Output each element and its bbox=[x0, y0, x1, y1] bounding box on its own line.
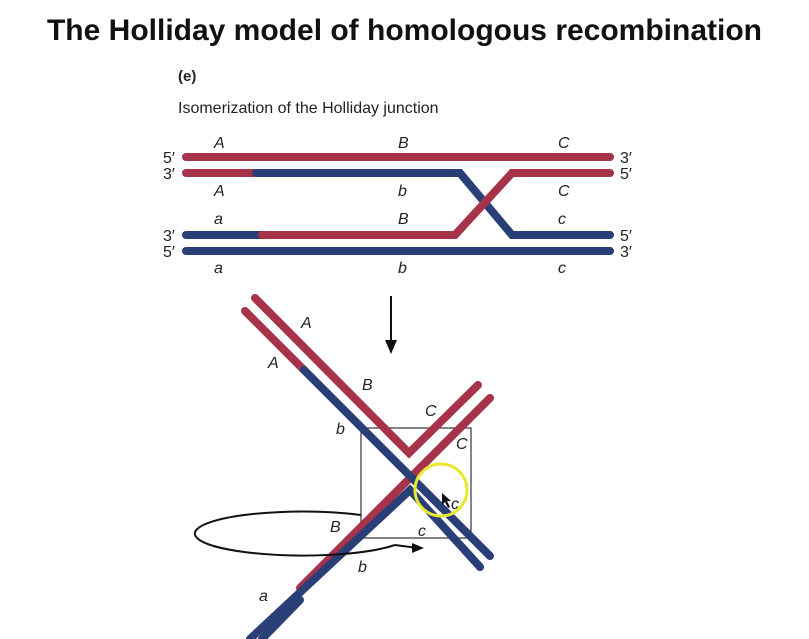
label-B-bottom: B bbox=[330, 519, 341, 536]
bottom-diagram: A A B b C C c B c b a bbox=[193, 294, 494, 639]
label-C-outer: C bbox=[425, 403, 437, 420]
top-diagram: 5′ 3′ 3′ 5′ 3′ 5′ 5′ 3′ A B C A b C a B … bbox=[163, 135, 632, 277]
panel-label: (e) bbox=[178, 68, 196, 85]
page-title: The Holliday model of homologous recombi… bbox=[46, 14, 763, 47]
end-label-left-3: 3′ bbox=[163, 228, 175, 245]
strand-blue-diagonal bbox=[300, 366, 494, 560]
allele-label-c: c bbox=[558, 260, 566, 277]
junction-frame bbox=[360, 427, 472, 539]
allele-label-B: B bbox=[398, 135, 409, 152]
end-label-right-2: 5′ bbox=[620, 166, 632, 183]
highlight-circle bbox=[413, 462, 469, 518]
label-A-lower: A bbox=[267, 355, 279, 372]
end-label-left-2: 3′ bbox=[163, 166, 175, 183]
label-A-upper: A bbox=[300, 315, 312, 332]
strand-red-segment bbox=[241, 307, 308, 374]
end-label-left-4: 5′ bbox=[163, 244, 175, 261]
end-label-right-4: 3′ bbox=[620, 244, 632, 261]
strand-red-v bbox=[251, 294, 482, 459]
allele-label-b: b bbox=[398, 183, 407, 200]
label-a: a bbox=[259, 588, 268, 605]
end-label-left-1: 5′ bbox=[163, 150, 175, 167]
mouse-cursor-icon bbox=[442, 493, 451, 508]
label-c-circle: c bbox=[451, 496, 459, 513]
down-arrow bbox=[385, 296, 397, 354]
rotation-ellipse bbox=[193, 510, 396, 557]
strand-2-blue bbox=[252, 169, 614, 239]
strand-red-diagonal bbox=[296, 394, 494, 592]
label-c-bottom: c bbox=[418, 523, 426, 540]
strand-blue-tail bbox=[258, 596, 304, 639]
diagram-subtitle: Isomerization of the Holliday junction bbox=[178, 100, 439, 117]
allele-label-C: C bbox=[558, 135, 570, 152]
strand-3-red bbox=[258, 169, 614, 239]
allele-label-b: b bbox=[398, 260, 407, 277]
allele-label-C: C bbox=[558, 183, 570, 200]
allele-label-a: a bbox=[214, 260, 223, 277]
label-C-inner: C bbox=[456, 436, 468, 453]
allele-label-a: a bbox=[214, 211, 223, 228]
rotation-arrowhead bbox=[412, 543, 424, 553]
end-label-right-3: 5′ bbox=[620, 228, 632, 245]
allele-label-B: B bbox=[398, 211, 409, 228]
allele-label-c: c bbox=[558, 211, 566, 228]
label-B-top: B bbox=[362, 377, 373, 394]
allele-label-A: A bbox=[213, 183, 225, 200]
end-label-right-1: 3′ bbox=[620, 150, 632, 167]
label-b-bottom: b bbox=[358, 559, 367, 576]
strand-blue-inverted-v bbox=[246, 484, 484, 639]
allele-label-A: A bbox=[213, 135, 225, 152]
label-b-left: b bbox=[336, 421, 345, 438]
